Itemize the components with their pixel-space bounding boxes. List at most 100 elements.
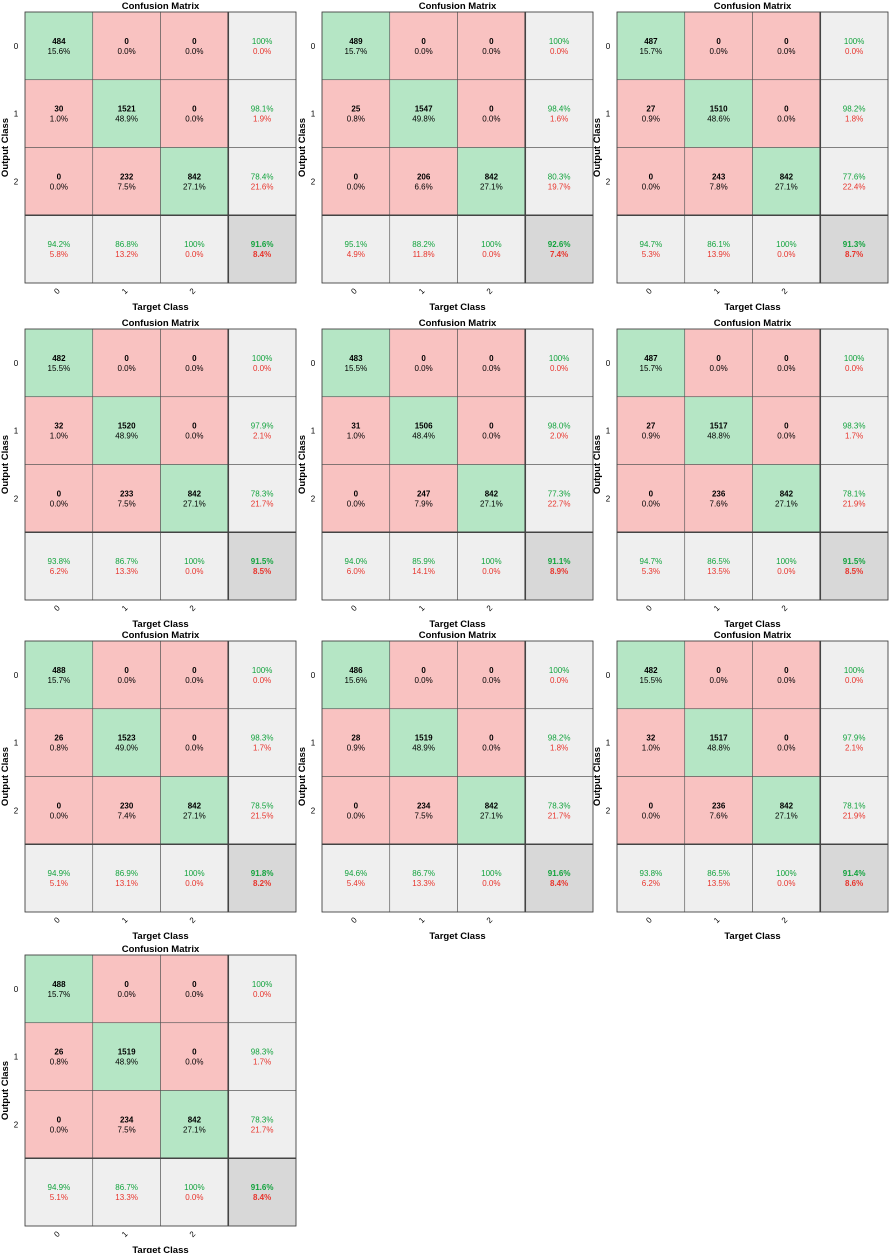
matrix-cell — [457, 776, 526, 845]
row-error-label: 0.0% — [845, 676, 863, 685]
matrix-cell — [160, 396, 229, 465]
matrix-cell — [321, 396, 391, 465]
column-summary-cell — [92, 214, 161, 284]
cell-percent-label: 1.0% — [50, 432, 68, 441]
row-summary-cell — [819, 11, 889, 81]
row-summary-cell — [227, 79, 297, 148]
y-tick-label: 2 — [14, 494, 19, 503]
row-error-label: 1.6% — [550, 115, 568, 124]
row-error-label: 21.7% — [251, 1125, 274, 1134]
chart-title: Confusion Matrix — [419, 630, 497, 641]
x-tick-label: 1 — [120, 603, 130, 613]
plot-frame — [616, 328, 889, 601]
row-precision-label: 98.4% — [548, 105, 571, 114]
column-error-label: 13.2% — [115, 250, 138, 259]
matrix-cell — [684, 328, 753, 398]
row-error-label: 21.5% — [251, 811, 274, 820]
confusion-matrix-svg: Confusion Matrix48915.7%00.0%00.0%100%0.… — [297, 1, 594, 313]
cell-percent-label: 0.0% — [642, 182, 660, 191]
x-axis-label: Target Class — [429, 302, 485, 313]
row-precision-label: 100% — [844, 354, 864, 363]
column-error-label: 13.1% — [115, 879, 138, 888]
overall-accuracy-cell — [227, 843, 297, 913]
cell-percent-label: 49.8% — [412, 115, 435, 124]
cell-percent-label: 0.0% — [482, 47, 500, 56]
row-summary-cell — [819, 708, 889, 777]
row-summary-cell — [227, 776, 297, 845]
matrix-cell — [752, 464, 821, 533]
cell-count-label: 842 — [485, 172, 499, 181]
column-error-label: 5.8% — [50, 250, 68, 259]
column-recall-label: 86.5% — [707, 557, 730, 566]
matrix-cell — [616, 708, 686, 777]
confusion-matrix-svg: Confusion Matrix48415.6%00.0%00.0%100%0.… — [0, 1, 297, 313]
cell-count-label: 28 — [351, 734, 360, 743]
matrix-cell — [457, 640, 526, 710]
x-tick-label: 0 — [644, 603, 654, 613]
cell-percent-label: 15.7% — [48, 990, 71, 999]
column-recall-label: 86.1% — [707, 240, 730, 249]
chart-title: Confusion Matrix — [714, 318, 792, 329]
overall-accuracy-label: 91.6% — [548, 869, 571, 878]
column-recall-label: 100% — [481, 869, 501, 878]
matrix-cell — [616, 328, 686, 398]
column-error-label: 5.3% — [642, 567, 660, 576]
cell-percent-label: 0.0% — [185, 990, 203, 999]
cell-percent-label: 48.9% — [115, 1058, 138, 1067]
row-summary-cell — [524, 147, 594, 216]
row-error-label: 21.9% — [843, 499, 866, 508]
cell-count-label: 0 — [784, 37, 789, 46]
cell-percent-label: 7.6% — [710, 811, 728, 820]
y-tick-label: 0 — [606, 359, 611, 368]
cell-percent-label: 0.0% — [185, 676, 203, 685]
column-summary-cell — [616, 843, 686, 913]
plot-frame — [24, 640, 297, 913]
column-summary-cell — [160, 1157, 229, 1227]
row-summary-cell — [227, 464, 297, 533]
matrix-cell — [684, 79, 753, 148]
cell-count-label: 0 — [649, 489, 654, 498]
cell-count-label: 0 — [354, 801, 359, 810]
cell-count-label: 0 — [192, 422, 197, 431]
row-summary-cell — [819, 147, 889, 216]
row-precision-label: 78.4% — [251, 172, 274, 181]
matrix-cell — [24, 1090, 94, 1159]
matrix-cell — [684, 464, 753, 533]
cell-count-label: 0 — [124, 354, 129, 363]
cell-percent-label: 0.0% — [118, 47, 136, 56]
confusion-matrix-svg: Confusion Matrix48815.7%00.0%00.0%100%0.… — [0, 630, 297, 942]
matrix-cell — [160, 147, 229, 216]
cell-count-label: 0 — [489, 354, 494, 363]
column-summary-cell — [160, 214, 229, 284]
overall-accuracy-label: 91.6% — [251, 1183, 274, 1192]
cell-count-label: 32 — [646, 734, 655, 743]
row-error-label: 21.6% — [251, 182, 274, 191]
cell-percent-label: 0.0% — [118, 364, 136, 373]
y-axis-label: Output Class — [592, 118, 603, 177]
row-error-label: 21.7% — [251, 499, 274, 508]
cell-percent-label: 0.9% — [642, 432, 660, 441]
cell-count-label: 0 — [421, 666, 426, 675]
matrix-cell — [752, 640, 821, 710]
row-error-label: 22.4% — [843, 182, 866, 191]
plot-frame — [616, 11, 889, 284]
cell-percent-label: 7.5% — [118, 499, 136, 508]
column-summary-cell — [321, 531, 391, 601]
y-tick-label: 2 — [606, 806, 611, 815]
matrix-cell — [321, 776, 391, 845]
chart-title: Confusion Matrix — [122, 944, 200, 955]
row-precision-label: 80.3% — [548, 172, 571, 181]
cell-count-label: 0 — [489, 666, 494, 675]
row-precision-label: 98.2% — [548, 734, 571, 743]
cell-count-label: 234 — [120, 1115, 134, 1124]
matrix-cell — [92, 79, 161, 148]
cell-percent-label: 15.7% — [345, 47, 368, 56]
row-summary-cell — [819, 396, 889, 465]
column-summary-cell — [24, 214, 94, 284]
cell-count-label: 0 — [192, 980, 197, 989]
cell-count-label: 0 — [716, 666, 721, 675]
column-summary-cell — [160, 531, 229, 601]
overall-accuracy-label: 91.8% — [251, 869, 274, 878]
cell-percent-label: 7.4% — [118, 811, 136, 820]
matrix-cell — [616, 464, 686, 533]
